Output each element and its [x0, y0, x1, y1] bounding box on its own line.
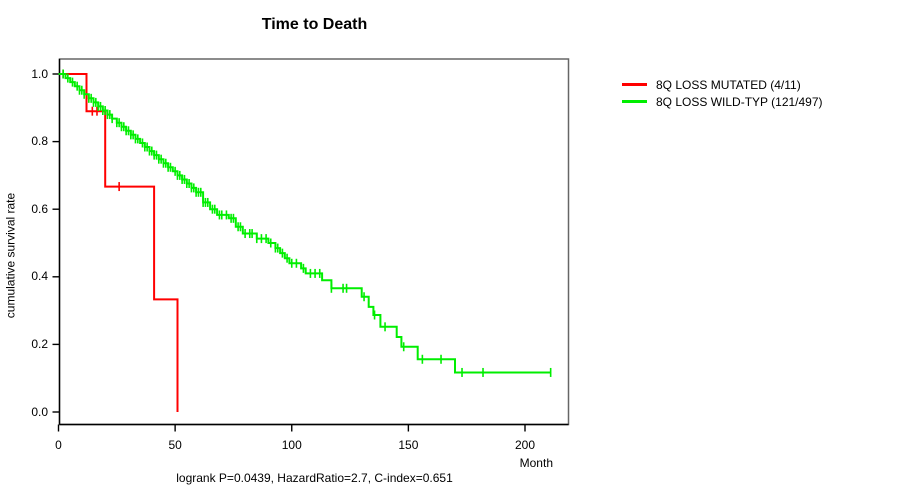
survival-curve-mutated: [58, 73, 179, 412]
legend-line-wild-type-icon: [622, 100, 647, 103]
x-tick-label: 200: [514, 438, 536, 452]
legend-item-mutated: 8Q LOSS MUTATED (4/11): [622, 76, 823, 93]
legend-label-mutated: 8Q LOSS MUTATED (4/11): [656, 77, 801, 92]
stats-annotation: logrank P=0.0439, HazardRatio=2.7, C-ind…: [176, 471, 453, 485]
y-tick-label: 0.0: [31, 404, 48, 419]
x-tick-label: 0: [55, 438, 62, 452]
y-tick-label: 0.4: [31, 269, 48, 284]
plot-box: [58, 58, 570, 426]
legend-item-wild-type: 8Q LOSS WILD-TYP (121/497): [622, 93, 823, 110]
x-tick-label: 50: [168, 438, 182, 452]
y-tick-label: 0.8: [31, 134, 48, 149]
legend: 8Q LOSS MUTATED (4/11) 8Q LOSS WILD-TYP …: [622, 76, 823, 110]
x-axis-title: Month: [519, 456, 553, 470]
x-tick-label: 150: [398, 438, 419, 452]
chart-title: Time to Death: [261, 16, 368, 33]
legend-label-wild-type: 8Q LOSS WILD-TYP (121/497): [656, 94, 823, 109]
x-tick-label: 100: [281, 438, 302, 452]
survival-curve-wild-type: [58, 73, 551, 374]
legend-line-mutated-icon: [622, 83, 647, 86]
y-tick-label: 0.6: [31, 201, 48, 216]
y-tick-label: 0.2: [31, 336, 48, 351]
y-tick-label: 1.0: [31, 66, 48, 81]
